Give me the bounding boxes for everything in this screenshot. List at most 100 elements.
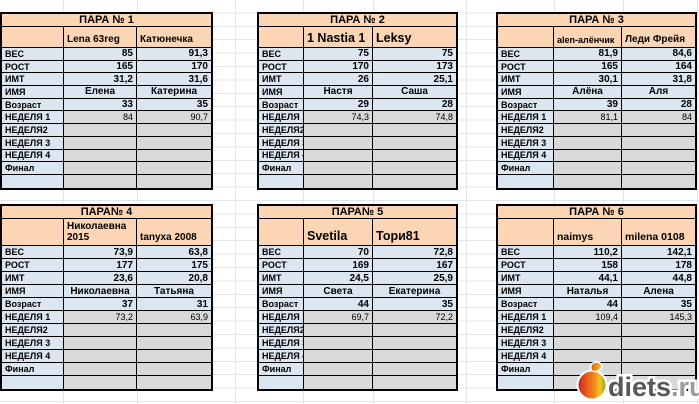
value-cell: 175 bbox=[137, 259, 211, 272]
row-label: Возраст bbox=[2, 98, 64, 112]
row-label: Возраст bbox=[259, 298, 304, 311]
grid-line-vertical bbox=[466, 0, 467, 404]
value-cell bbox=[622, 162, 695, 175]
row-label bbox=[498, 174, 554, 188]
value-cell: 63,9 bbox=[137, 311, 211, 324]
value-cell: 35 bbox=[373, 298, 456, 311]
value-cell bbox=[137, 174, 211, 188]
row-label: Финал bbox=[259, 162, 304, 175]
value-cell: 165 bbox=[64, 60, 137, 74]
row-label: НЕДЕЛЯ2 bbox=[498, 324, 554, 337]
row-label: РОСТ bbox=[2, 60, 64, 74]
row-label bbox=[259, 174, 304, 188]
row-label: НЕДЕЛЯ 4 bbox=[498, 350, 554, 363]
value-cell: Татьяна bbox=[137, 285, 211, 298]
value-cell: 170 bbox=[304, 60, 373, 74]
row-label: НЕДЕЛЯ2 bbox=[259, 124, 304, 137]
value-cell: 72,8 bbox=[373, 246, 456, 259]
row-label: НЕДЕЛЯ 4 bbox=[259, 350, 304, 363]
value-cell: 169 bbox=[304, 259, 373, 272]
value-cell bbox=[64, 337, 137, 350]
value-cell bbox=[137, 337, 211, 350]
row-label: ИМЯ bbox=[2, 86, 64, 99]
member-name-header: naimys bbox=[554, 219, 622, 246]
value-cell bbox=[304, 149, 373, 163]
row-label: ИМЯ bbox=[498, 86, 554, 99]
value-cell: 142,1 bbox=[622, 246, 695, 259]
value-cell: 44 bbox=[554, 298, 622, 311]
value-cell bbox=[622, 324, 695, 337]
value-cell: 31 bbox=[137, 298, 211, 311]
value-cell bbox=[554, 149, 622, 163]
value-cell bbox=[64, 174, 137, 188]
row-label: НЕДЕЛЯ 1 bbox=[2, 311, 64, 324]
value-cell bbox=[304, 376, 373, 389]
value-cell: 31,6 bbox=[137, 73, 211, 87]
row-label: Финал bbox=[498, 162, 554, 175]
value-cell: 25,9 bbox=[373, 272, 456, 285]
grid-line-vertical bbox=[623, 0, 624, 404]
value-cell: 70 bbox=[304, 246, 373, 259]
pair-title: ПАРА№ 5 bbox=[259, 206, 456, 219]
row-label: ИМТ bbox=[2, 73, 64, 87]
value-cell bbox=[373, 376, 456, 389]
value-cell: 84 bbox=[622, 111, 695, 125]
value-cell bbox=[373, 350, 456, 363]
row-label bbox=[2, 376, 64, 389]
value-cell: 158 bbox=[554, 259, 622, 272]
value-cell bbox=[64, 376, 137, 389]
value-cell: Света bbox=[304, 285, 373, 298]
value-cell: 44 bbox=[304, 298, 373, 311]
value-cell: 73,2 bbox=[64, 311, 137, 324]
value-cell bbox=[554, 136, 622, 150]
row-label: ИМТ bbox=[259, 272, 304, 285]
value-cell: 85 bbox=[64, 48, 137, 61]
row-label: НЕДЕЛЯ 1 bbox=[259, 311, 304, 324]
value-cell: 33 bbox=[64, 98, 137, 112]
value-cell bbox=[373, 337, 456, 350]
row-label: НЕДЕЛЯ 4 bbox=[2, 149, 64, 163]
row-label: РОСТ bbox=[2, 259, 64, 272]
value-cell: 30,1 bbox=[554, 73, 622, 87]
value-cell: 75 bbox=[373, 48, 456, 61]
value-cell: 63,8 bbox=[137, 246, 211, 259]
value-cell: Катерина bbox=[137, 86, 211, 99]
value-cell: Наталья bbox=[554, 285, 622, 298]
member-name-header: Катюнечка bbox=[137, 27, 211, 48]
row-label: Возраст bbox=[259, 98, 304, 112]
value-cell bbox=[554, 162, 622, 175]
value-cell: 81,9 bbox=[554, 48, 622, 61]
diets-ru-logo[interactable]: diets.ru bbox=[571, 356, 699, 404]
row-label: ИМЯ bbox=[2, 285, 64, 298]
pair-table-5: ПАРА№ 5 Svetila Тори81 ВЕС 70 72,8 РОСТ 169 167 И… bbox=[257, 204, 458, 391]
grid-line-vertical bbox=[137, 0, 138, 404]
row-label: НЕДЕЛЯ 3 bbox=[259, 136, 304, 150]
value-cell: 145,3 bbox=[622, 311, 695, 324]
value-cell bbox=[137, 376, 211, 389]
value-cell bbox=[373, 149, 456, 163]
row-label: НЕДЕЛЯ 1 bbox=[259, 111, 304, 125]
value-cell: 81,1 bbox=[554, 111, 622, 125]
value-cell: 74,8 bbox=[373, 111, 456, 125]
value-cell: 84,6 bbox=[622, 48, 695, 61]
grid-line-vertical bbox=[303, 0, 304, 404]
value-cell: 178 bbox=[622, 259, 695, 272]
value-cell: 109,4 bbox=[554, 311, 622, 324]
row-label: Финал bbox=[2, 363, 64, 376]
row-label bbox=[498, 376, 554, 389]
row-label: НЕДЕЛЯ2 bbox=[259, 324, 304, 337]
value-cell bbox=[373, 174, 456, 188]
row-label: ВЕС bbox=[498, 246, 554, 259]
row-label: НЕДЕЛЯ 4 bbox=[2, 350, 64, 363]
value-cell: Алёна bbox=[554, 86, 622, 99]
header-corner-cell bbox=[498, 219, 554, 246]
value-cell: 24,5 bbox=[304, 272, 373, 285]
value-cell: 31,2 bbox=[64, 73, 137, 87]
value-cell: 167 bbox=[373, 259, 456, 272]
value-cell bbox=[64, 363, 137, 376]
value-cell: Саша bbox=[373, 86, 456, 99]
member-name-header: Николаевна 2015 bbox=[64, 219, 137, 246]
row-label: ИМТ bbox=[498, 73, 554, 87]
member-name-header: tanyxa 2008 bbox=[137, 219, 211, 246]
